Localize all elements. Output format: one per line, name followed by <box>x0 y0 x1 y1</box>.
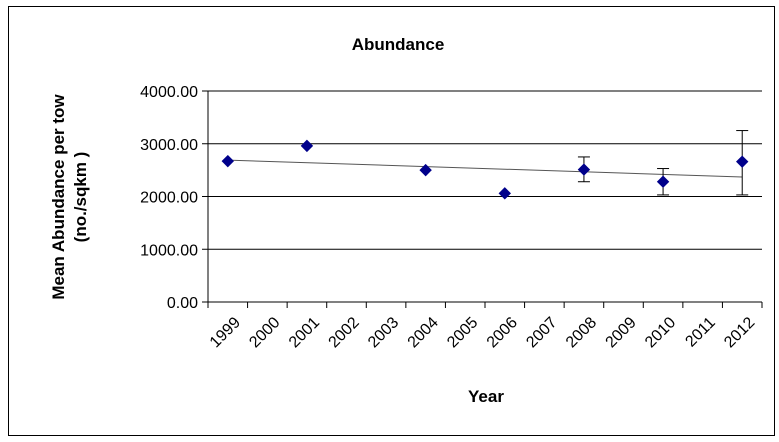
data-point <box>498 187 511 200</box>
y-tick-label: 4000.00 <box>140 84 198 101</box>
trendline <box>227 159 743 178</box>
data-point <box>656 175 670 188</box>
data-point <box>300 139 314 153</box>
x-axis-label: Year <box>468 387 504 406</box>
x-tick-label: 2002 <box>325 314 362 351</box>
y-tick-label: 2000.00 <box>140 190 198 207</box>
chart-title: Abundance <box>352 35 445 54</box>
y-axis-label-line-2: (no./sqkm ) <box>71 152 90 243</box>
x-tick-label: 2007 <box>523 314 560 351</box>
y-tick-label: 3000.00 <box>140 137 198 154</box>
chart-frame <box>8 6 775 436</box>
y-tick-label: 0.00 <box>167 295 198 312</box>
data-point <box>221 154 234 168</box>
x-tick-label: 1999 <box>207 314 244 351</box>
data-point <box>419 163 432 177</box>
x-tick-label: 2004 <box>405 314 442 351</box>
data-point <box>577 163 591 176</box>
x-tick-label: 2003 <box>365 314 402 351</box>
x-tick-label: 2005 <box>444 314 481 351</box>
x-tick-label: 2011 <box>682 314 718 350</box>
x-tick-label: 2010 <box>642 314 679 351</box>
x-tick-label: 2008 <box>563 314 600 351</box>
y-tick-label: 1000.00 <box>140 242 198 259</box>
plot-area: 0.00 1000.00 2000.00 3000.00 4000.00 1999 2000… <box>140 84 763 351</box>
x-tick-label: 2009 <box>602 314 639 351</box>
x-tick-label: 2000 <box>246 314 283 351</box>
x-tick-label: 2006 <box>484 314 521 351</box>
x-tick-label: 2012 <box>721 314 758 351</box>
y-axis-label-line-1: Mean Abundance per tow <box>49 94 68 300</box>
data-point <box>736 155 749 168</box>
y-axis-label: Mean Abundance per tow (no./sqkm ) <box>49 94 90 300</box>
x-tick-label: 2001 <box>286 314 323 351</box>
